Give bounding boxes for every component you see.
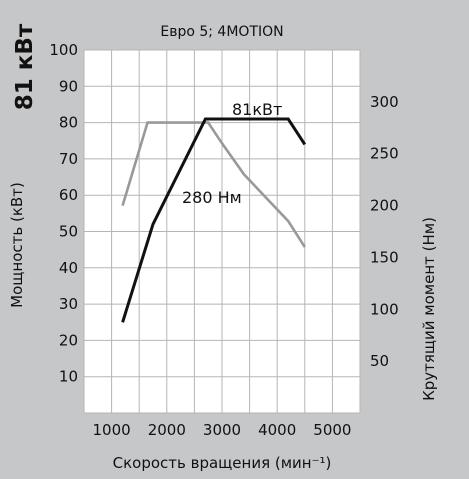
annotation-torque: 280 Нм: [182, 188, 242, 207]
power-rating: 81 кВт: [12, 23, 38, 110]
x-axis-ticks: 1000 2000 3000 4000 5000: [93, 421, 352, 439]
x-tick-label: 2000: [148, 421, 186, 439]
y-tick-label: 80: [59, 114, 78, 132]
y-tick-label-right: 100: [370, 300, 399, 318]
y-axis-right-label: Крутящий момент (Нм): [420, 217, 438, 401]
y-tick-label: 10: [59, 368, 78, 386]
y-tick-label: 50: [59, 223, 78, 241]
x-tick-label: 3000: [203, 421, 241, 439]
y-tick-label-right: 200: [370, 197, 399, 215]
chart-title: Евро 5; 4MOTION: [160, 24, 283, 40]
y-tick-label: 70: [59, 150, 78, 168]
series-layer: [121, 117, 307, 323]
y-axis-right-ticks: 50 100 150 200 250 300: [370, 93, 399, 370]
annotations: 81кВт 280 Нм: [182, 100, 282, 207]
y-axis-left-ticks: 10 20 30 40 50 60 70 80 90 100: [49, 41, 78, 386]
y-tick-label: 40: [59, 259, 78, 277]
y-tick-label: 20: [59, 331, 78, 349]
y-tick-label: 60: [59, 186, 78, 204]
y-tick-label-right: 250: [370, 145, 399, 163]
x-tick-label: 4000: [258, 421, 296, 439]
y-axis-left-label: Мощность (кВт): [8, 182, 26, 308]
annotation-power: 81кВт: [232, 100, 282, 119]
x-tick-label: 5000: [313, 421, 351, 439]
y-tick-label-right: 300: [370, 93, 399, 111]
x-tick-label: 1000: [93, 421, 131, 439]
y-tick-label: 90: [59, 77, 78, 95]
y-tick-label-right: 150: [370, 248, 399, 266]
y-tick-label-right: 50: [370, 352, 389, 370]
grid: [83, 49, 361, 414]
y-tick-label: 100: [49, 41, 78, 59]
x-axis-label: Скорость вращения (мин⁻¹): [113, 454, 332, 472]
series-line-torque: [121, 121, 306, 248]
series-line-power: [121, 117, 307, 323]
y-tick-label: 30: [59, 295, 78, 313]
